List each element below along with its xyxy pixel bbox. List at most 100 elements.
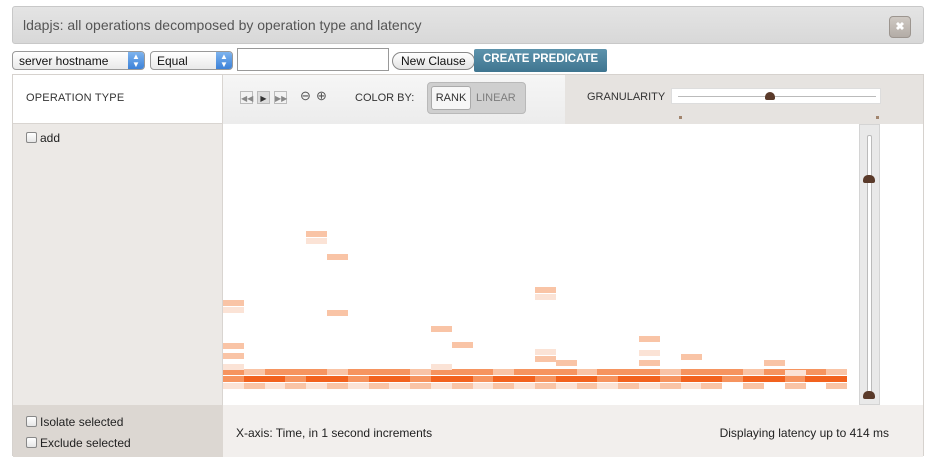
heatmap-cell xyxy=(410,376,431,382)
heatmap-cell xyxy=(493,376,514,382)
heatmap-cell xyxy=(327,376,348,382)
heatmap-cell xyxy=(764,360,785,366)
color-by-toggle: RANK LINEAR xyxy=(427,82,526,114)
granularity-label: GRANULARITY xyxy=(587,91,666,103)
heatmap-cell xyxy=(618,383,639,389)
heatmap-cell xyxy=(535,349,556,355)
select-arrows-icon: ▲ ▼ xyxy=(216,52,232,69)
heatmap-cell xyxy=(722,369,743,375)
window-title: ldapjs: all operations decomposed by ope… xyxy=(23,17,422,33)
latency-lower-handle[interactable] xyxy=(863,391,875,399)
linear-button[interactable]: LINEAR xyxy=(476,92,516,104)
rank-button[interactable]: RANK xyxy=(431,86,471,110)
heatmap-cell xyxy=(223,369,244,375)
heatmap-cell xyxy=(223,364,244,370)
heatmap-cell xyxy=(764,369,785,375)
heatmap-cell xyxy=(681,383,702,389)
heatmap-cell xyxy=(535,376,556,382)
heatmap-cell xyxy=(306,231,327,237)
heatmap-cell xyxy=(577,383,598,389)
heatmap-cell xyxy=(473,376,494,382)
operation-type-title: OPERATION TYPE xyxy=(26,92,125,104)
x-axis-caption: X-axis: Time, in 1 second increments xyxy=(236,426,433,440)
heatmap-cell xyxy=(431,369,452,375)
heatmap-cell xyxy=(265,383,286,389)
latency-range-slider[interactable] xyxy=(859,124,880,405)
heatmap-cell xyxy=(410,383,431,389)
isolate-checkbox[interactable] xyxy=(26,416,37,427)
window-titlebar: ldapjs: all operations decomposed by ope… xyxy=(12,6,924,44)
heatmap-cell xyxy=(639,376,660,382)
new-clause-button[interactable]: New Clause xyxy=(392,52,475,70)
granularity-slider-track xyxy=(678,96,876,97)
fast-forward-icon[interactable]: ▶▶ xyxy=(274,91,287,104)
heatmap-cell xyxy=(826,383,847,389)
heatmap-cell xyxy=(535,287,556,293)
exclude-label: Exclude selected xyxy=(40,436,131,450)
operation-type-list: add xyxy=(13,124,223,405)
latency-heatmap[interactable] xyxy=(223,124,847,405)
heatmap-cell xyxy=(639,350,660,356)
heatmap-cell xyxy=(285,383,306,389)
close-icon[interactable]: ✖ xyxy=(889,16,911,38)
heatmap-cell xyxy=(223,353,244,359)
heatmap-cell xyxy=(452,369,473,375)
heatmap-cell xyxy=(348,369,369,375)
heatmap-cell xyxy=(660,376,681,382)
predicate-bar: server hostname ▲ ▼ Equal ▲ ▼ New Clause C… xyxy=(12,48,924,74)
latency-range-caption: Displaying latency up to 414 ms xyxy=(719,426,889,440)
heatmap-cell xyxy=(223,300,244,306)
operator-select-value: Equal xyxy=(157,54,188,68)
select-arrows-icon: ▲ ▼ xyxy=(128,52,144,69)
predicate-value-input[interactable] xyxy=(237,48,389,71)
heatmap-cell xyxy=(660,383,681,389)
heatmap-toolbar: ◀◀ ▶ ▶▶ ⊖ ⊕ COLOR BY: RANK LINEAR GRANUL… xyxy=(223,75,923,124)
heatmap-cell xyxy=(785,376,806,382)
heatmap-cell xyxy=(306,369,327,375)
color-by-label: COLOR BY: xyxy=(355,92,415,104)
heatmap-cell xyxy=(660,369,681,375)
create-predicate-button[interactable]: CREATE PREDICATE xyxy=(474,49,608,72)
heatmap-footer: X-axis: Time, in 1 second increments Dis… xyxy=(223,405,923,457)
granularity-tick xyxy=(679,116,682,119)
granularity-slider-handle[interactable] xyxy=(765,92,775,100)
heatmap-cell xyxy=(743,369,764,375)
heatmap-cell xyxy=(327,369,348,375)
selection-options: Isolate selected Exclude selected xyxy=(13,405,223,457)
rewind-icon[interactable]: ◀◀ xyxy=(240,91,253,104)
heatmap-cell xyxy=(556,369,577,375)
exclude-checkbox[interactable] xyxy=(26,437,37,448)
list-item-label: add xyxy=(40,131,61,145)
heatmap-cell xyxy=(514,369,535,375)
heatmap-cell xyxy=(805,369,826,375)
heatmap-cell xyxy=(701,376,722,382)
heatmap-cell xyxy=(223,376,244,382)
operator-select[interactable]: Equal ▲ ▼ xyxy=(150,51,233,70)
heatmap-cell xyxy=(743,376,764,382)
heatmap-cell xyxy=(410,369,431,375)
heatmap-cell xyxy=(348,383,369,389)
exclude-selected-option[interactable]: Exclude selected xyxy=(26,436,131,450)
isolate-selected-option[interactable]: Isolate selected xyxy=(26,415,123,429)
heatmap-cell xyxy=(473,369,494,375)
heatmap-cell xyxy=(639,369,660,375)
heatmap-cell xyxy=(327,383,348,389)
heatmap-cell xyxy=(577,376,598,382)
play-icon[interactable]: ▶ xyxy=(257,91,270,104)
checkbox[interactable] xyxy=(26,132,37,143)
heatmap-cell xyxy=(701,383,722,389)
latency-upper-handle[interactable] xyxy=(863,175,875,183)
list-item[interactable]: add xyxy=(26,131,60,145)
heatmap-cell xyxy=(244,383,265,389)
field-select-value: server hostname xyxy=(19,54,109,68)
heatmap-cell xyxy=(431,383,452,389)
heatmap-cell xyxy=(306,376,327,382)
zoom-in-icon[interactable]: ⊕ xyxy=(316,88,327,103)
granularity-control: GRANULARITY xyxy=(565,75,923,124)
field-select[interactable]: server hostname ▲ ▼ xyxy=(12,51,145,70)
granularity-slider[interactable] xyxy=(671,88,881,104)
heatmap-cell xyxy=(265,376,286,382)
zoom-out-icon[interactable]: ⊖ xyxy=(300,88,311,103)
heatmap-cell xyxy=(535,356,556,362)
heatmap-cell xyxy=(577,369,598,375)
